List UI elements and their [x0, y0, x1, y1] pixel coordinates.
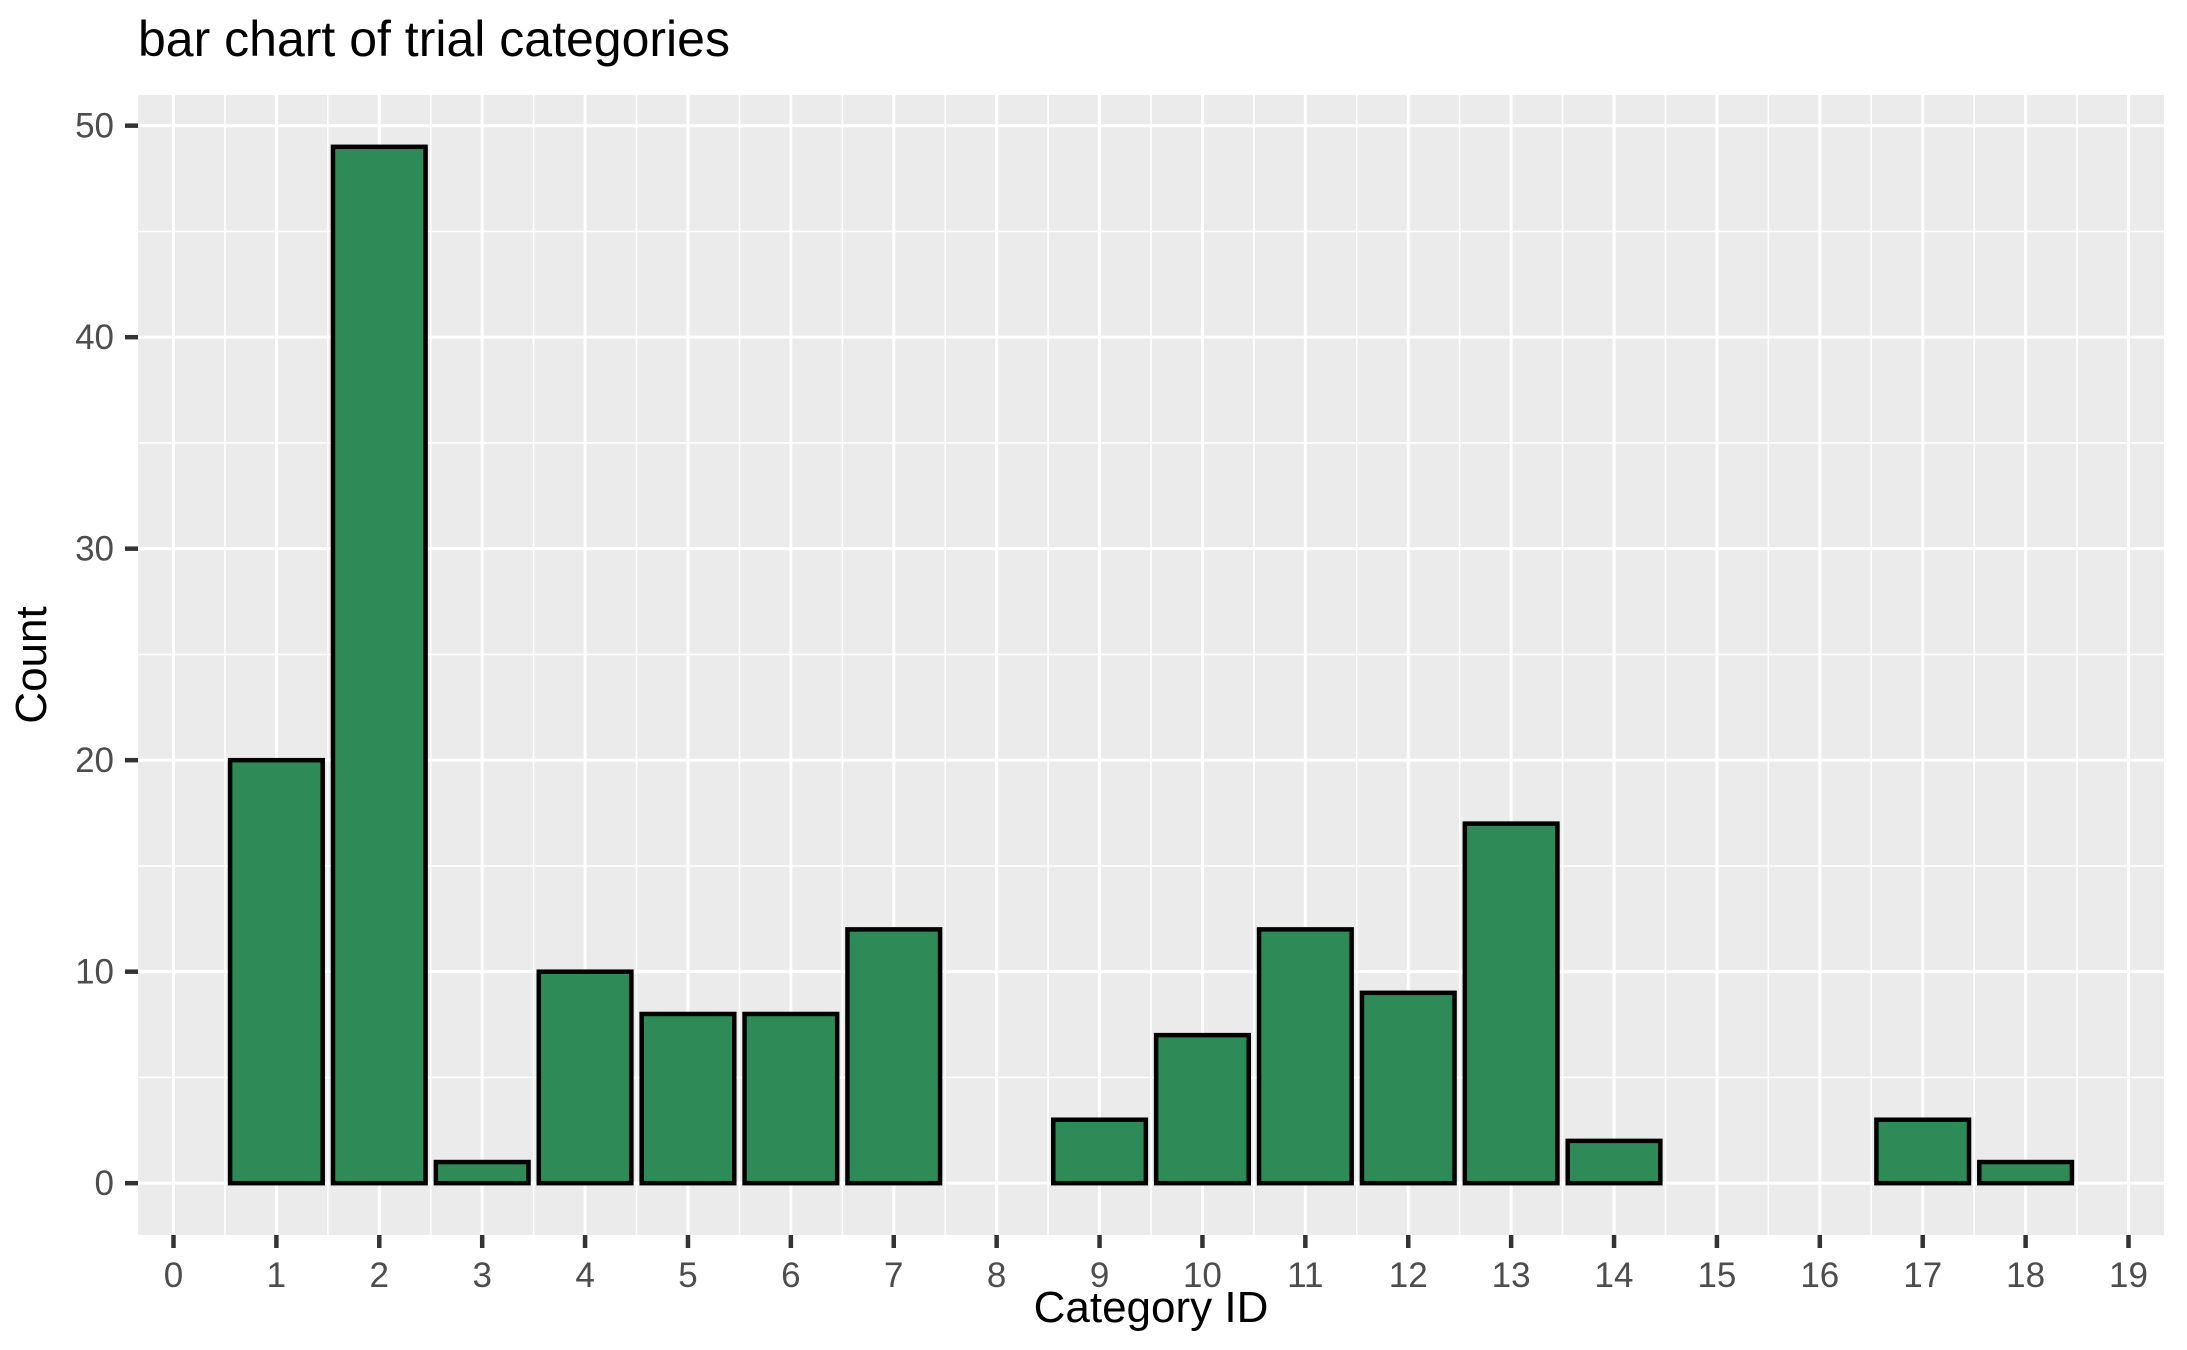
y-tick-label-40: 40	[75, 318, 114, 357]
x-tick-label-2: 2	[370, 1256, 389, 1295]
x-tick-label-17: 17	[1903, 1256, 1942, 1295]
y-tick-label-50: 50	[75, 107, 114, 146]
bar-category-17	[1874, 1117, 1972, 1186]
x-tick-label-1: 1	[267, 1256, 286, 1295]
bar-category-12	[1359, 990, 1457, 1186]
bar-category-9	[1050, 1117, 1149, 1186]
plot-panel: 0 1 2 3 4 5 6 7 8 9 10 11 12 13 14 15 16 17 18 190102030405…	[75, 95, 2164, 1295]
bar-category-11	[1256, 927, 1354, 1186]
x-tick-label-6: 6	[781, 1256, 800, 1295]
bar-category-1	[227, 757, 325, 1186]
bar-category-4	[536, 969, 634, 1186]
x-tick-label-12: 12	[1389, 1256, 1428, 1295]
x-tick-label-15: 15	[1697, 1256, 1736, 1295]
bar-category-2	[330, 144, 428, 1186]
y-tick-label-10: 10	[75, 953, 114, 992]
x-tick-label-10: 10	[1183, 1256, 1222, 1295]
chart-title: bar chart of trial categories	[138, 11, 730, 67]
y-tick-label-0: 0	[95, 1164, 114, 1203]
y-axis-title: Count	[7, 606, 56, 723]
bar-category-18	[1977, 1159, 2075, 1186]
bar-category-3	[433, 1159, 531, 1186]
x-tick-label-4: 4	[575, 1256, 594, 1295]
y-tick-label-20: 20	[75, 741, 114, 780]
bar-category-7	[845, 927, 943, 1186]
bar-category-14	[1565, 1138, 1663, 1186]
x-tick-label-7: 7	[884, 1256, 903, 1295]
bar-category-10	[1153, 1032, 1252, 1186]
x-tick-label-0: 0	[164, 1256, 183, 1295]
x-tick-label-16: 16	[1800, 1256, 1839, 1295]
bar-category-13	[1462, 821, 1560, 1186]
x-tick-label-19: 19	[2109, 1256, 2148, 1295]
x-tick-label-3: 3	[472, 1256, 491, 1295]
x-tick-label-18: 18	[2006, 1256, 2045, 1295]
x-tick-label-5: 5	[678, 1256, 697, 1295]
bar-category-5	[639, 1011, 737, 1186]
bar-category-6	[742, 1011, 840, 1186]
x-tick-label-8: 8	[987, 1256, 1006, 1295]
x-tick-label-11: 11	[1287, 1256, 1323, 1295]
x-axis-title: Category ID	[1034, 1283, 1269, 1332]
x-tick-label-9: 9	[1090, 1256, 1109, 1295]
x-tick-label-14: 14	[1595, 1256, 1634, 1295]
x-tick-label-13: 13	[1492, 1256, 1531, 1295]
y-tick-label-30: 30	[75, 530, 114, 569]
